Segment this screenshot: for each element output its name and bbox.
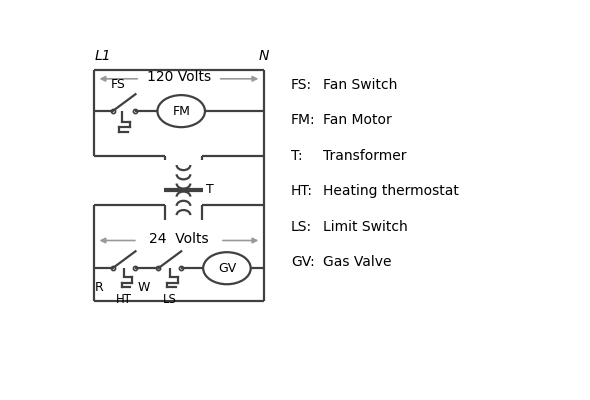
Text: LS: LS xyxy=(163,293,177,306)
Text: Fan Motor: Fan Motor xyxy=(323,113,392,127)
Text: Limit Switch: Limit Switch xyxy=(323,220,408,234)
Text: Fan Switch: Fan Switch xyxy=(323,78,397,92)
Text: FM:: FM: xyxy=(291,113,316,127)
Text: R: R xyxy=(95,280,104,294)
Text: GV: GV xyxy=(218,262,236,275)
Text: HT: HT xyxy=(116,293,132,306)
Text: FS:: FS: xyxy=(291,78,312,92)
Text: FM: FM xyxy=(172,105,190,118)
Text: Gas Valve: Gas Valve xyxy=(323,255,391,269)
Text: T: T xyxy=(206,183,214,196)
Text: LS:: LS: xyxy=(291,220,312,234)
Text: HT:: HT: xyxy=(291,184,313,198)
Text: FS: FS xyxy=(110,78,125,91)
Text: Transformer: Transformer xyxy=(323,149,407,163)
Text: GV:: GV: xyxy=(291,255,314,269)
Text: T:: T: xyxy=(291,149,303,163)
Text: L1: L1 xyxy=(94,49,111,63)
Text: N: N xyxy=(258,49,268,63)
Text: 120 Volts: 120 Volts xyxy=(147,70,211,84)
Text: 24  Volts: 24 Volts xyxy=(149,232,209,246)
Text: Heating thermostat: Heating thermostat xyxy=(323,184,459,198)
Text: W: W xyxy=(137,280,150,294)
